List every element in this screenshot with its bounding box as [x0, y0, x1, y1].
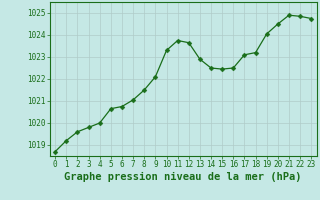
X-axis label: Graphe pression niveau de la mer (hPa): Graphe pression niveau de la mer (hPa) — [64, 172, 302, 182]
